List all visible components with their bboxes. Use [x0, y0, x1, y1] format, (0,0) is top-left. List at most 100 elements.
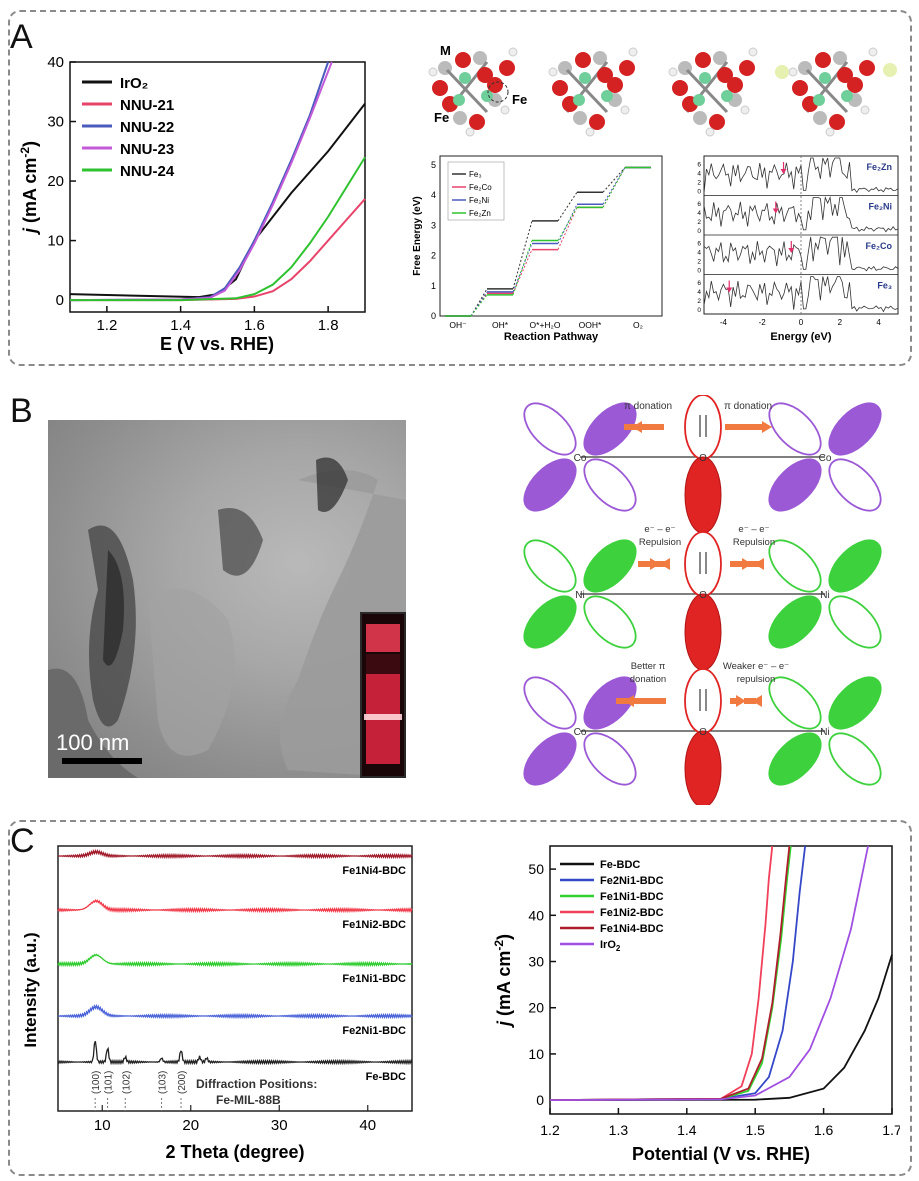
fe-category-label: OH* — [492, 320, 509, 330]
fe-legend-box — [447, 161, 505, 221]
dos-subpanel-label: Fe₃ — [877, 281, 892, 291]
adsorbate-3 — [775, 65, 789, 79]
donation-arrow-shaft — [652, 561, 666, 567]
fe-ytick-label: 0 — [431, 311, 436, 321]
dos-ytick-label: 6 — [697, 241, 701, 248]
d-orbital-lobe — [828, 676, 882, 730]
panel-c-ylabel: j (mA cm-2) — [492, 934, 514, 1028]
panel-c-legend-label: IrO2 — [600, 939, 621, 953]
panel-c-legend-label: Fe-BDC — [600, 859, 640, 871]
d-orbital-lobe — [768, 458, 822, 512]
dos-arrow-head — [780, 169, 787, 174]
p-orbital-lobe-top — [684, 668, 722, 734]
right-interaction-label: Repulsion — [733, 537, 775, 548]
fe-connector — [512, 220, 533, 289]
xrd-series-label: Fe1Ni2-BDC — [342, 919, 406, 931]
panel-a-ytick-label: 30 — [47, 114, 64, 131]
fe-legend-label: Fe₃ — [469, 170, 482, 179]
fe-category-label: OOH* — [579, 320, 602, 330]
label-fe-left: Fe — [434, 110, 449, 125]
fe-ytick-label: 5 — [431, 160, 436, 170]
panel-a-letter: A — [10, 18, 33, 56]
fe-legend-label: Fe₂Co — [469, 183, 492, 192]
label-m: M — [440, 43, 451, 58]
panel-a-ytick-label: 20 — [47, 173, 64, 190]
dos-ytick-label: 0 — [697, 307, 701, 314]
tem-texture — [48, 457, 406, 778]
panel-a-series-line — [69, 61, 333, 302]
fe-ylabel: Free Energy (eV) — [412, 196, 423, 275]
panel-c-legend-label: Fe1Ni1-BDC — [600, 891, 664, 903]
panel-c-xtick-label: 1.6 — [814, 1122, 834, 1138]
panel-c-frame — [8, 820, 912, 1176]
left-interaction-label: donation — [630, 674, 666, 685]
donation-arrow-shaft — [746, 561, 760, 567]
left-atom-label: Co — [574, 453, 587, 464]
panel-a-xlabel: E (V vs. RHE) — [160, 334, 274, 354]
panel-c-legend-label: Fe2Ni1-BDC — [600, 875, 664, 887]
xrd-xtick-label: 10 — [94, 1117, 111, 1134]
fe-site-circle — [487, 81, 509, 103]
dos-ytick-label: 6 — [697, 162, 701, 169]
tem-image — [48, 420, 406, 778]
adsorbate-4 — [883, 63, 897, 77]
dos-ytick-label: 2 — [697, 219, 701, 226]
d-orbital-lobe — [768, 595, 822, 649]
d-orbital-lobe — [583, 539, 637, 593]
panel-a-structures: M Fe Fe — [427, 43, 897, 138]
xrd-xtick-label: 30 — [271, 1117, 288, 1134]
fe-category-label: OH⁻ — [449, 320, 466, 330]
right-interaction-label: Weaker e⁻ – e⁻ — [723, 661, 789, 672]
left-interaction-label: Repulsion — [639, 537, 681, 548]
panel-c-ytick-label: 50 — [528, 861, 544, 877]
diffraction-position-label: (101) — [104, 1071, 115, 1094]
p-orbital-lobe-top — [684, 531, 722, 597]
dos-ytick-label: 0 — [697, 228, 701, 235]
dos-subpanel-label: Fe₂Co — [866, 241, 893, 251]
panel-c-series-line — [549, 954, 893, 1102]
d-orbital-lobe — [523, 676, 577, 730]
left-interaction-label: e⁻ – e⁻ — [644, 524, 675, 535]
panel-a-xtick-label: 1.8 — [318, 317, 339, 334]
d-orbital-lobe — [828, 732, 882, 786]
dos-ytick-label: 4 — [697, 250, 701, 257]
fe-legend-label: Fe₂Ni — [469, 196, 489, 205]
donation-arrow-head — [660, 558, 670, 570]
xrd-ylabel: Intensity (a.u.) — [21, 932, 40, 1047]
orbital-row: Co Co Oπ donation π donation — [523, 395, 882, 534]
panel-a-series-line — [69, 103, 366, 299]
fe-connector — [602, 167, 626, 193]
p-orbital-lobe-top — [684, 395, 722, 460]
donation-arrow-shaft — [744, 698, 756, 704]
orbital-diagram: Co Co Oπ donation π donation Ni Ni Oe⁻ – e⁻ Rep… — [523, 395, 882, 805]
free-energy-diagram: 0 1 2 3 4 5 OH⁻ OH* O*+H₂O OOH* O₂ Free Energy (eV… — [412, 155, 663, 343]
label-fe-right: Fe — [512, 92, 527, 107]
orbital-row: Ni Ni Oe⁻ – e⁻ Repulsion e⁻ – e⁻ Repulsion — [523, 524, 882, 671]
d-orbital-lobe — [828, 595, 882, 649]
fe-category-label: O₂ — [633, 320, 643, 330]
scale-bar-label: 100 nm — [56, 730, 130, 755]
panel-c-series-line — [549, 845, 807, 1102]
dos-xlabel: Energy (eV) — [770, 331, 831, 343]
fe-ytick-label: 1 — [431, 281, 436, 291]
xrd-annotation-2: Fe-MIL-88B — [216, 1093, 281, 1107]
dos-ytick-label: 4 — [697, 210, 701, 217]
dos-ytick-label: 0 — [697, 189, 701, 196]
dos-xtick-label: 0 — [799, 318, 804, 327]
donation-arrow-head — [736, 695, 746, 707]
d-orbital-lobe — [523, 732, 577, 786]
d-orbital-lobe — [828, 539, 882, 593]
fe-connector — [602, 167, 626, 205]
d-orbital-lobe — [768, 676, 822, 730]
panel-a-xtick-label: 1.6 — [244, 317, 265, 334]
donation-arrow-head — [752, 695, 762, 707]
panel-c-ytick-label: 20 — [528, 1000, 544, 1016]
donation-arrow-head — [754, 558, 764, 570]
panel-a-series-line — [69, 61, 330, 302]
dos-ytick-label: 0 — [697, 268, 701, 275]
dos-subpanel-label: Fe₂Zn — [867, 162, 893, 172]
scale-bar — [62, 758, 142, 764]
panel-c-legend-label: Fe1Ni2-BDC — [600, 907, 664, 919]
dos-ytick-label: 6 — [697, 280, 701, 287]
fe-ytick-label: 2 — [431, 251, 436, 261]
